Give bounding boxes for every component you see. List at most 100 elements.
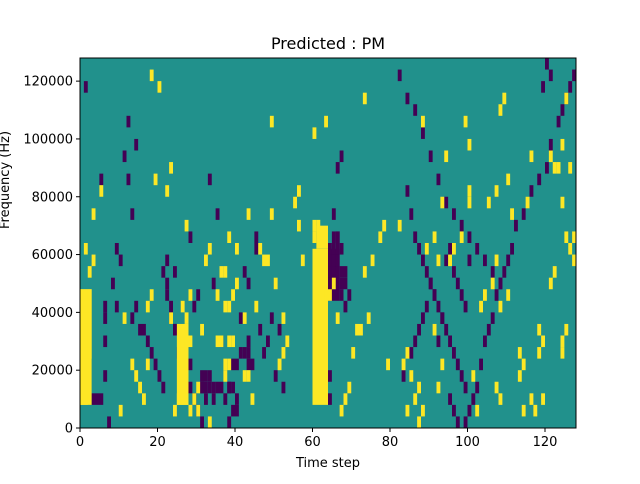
heatmap-cell-low <box>459 289 464 301</box>
heatmap-cell-low <box>215 381 220 394</box>
heatmap-block-high <box>316 225 328 249</box>
heatmap-cell-high <box>300 254 305 267</box>
heatmap-cell-high <box>200 323 204 336</box>
heatmap-cell-high <box>572 254 576 267</box>
heatmap-cell-low <box>506 254 511 267</box>
heatmap-cell-low <box>246 277 251 290</box>
heatmap-cell-high <box>421 404 425 417</box>
x-tick-label: 40 <box>227 435 244 450</box>
heatmap-cell-high <box>312 231 317 243</box>
heatmap-cell-high <box>285 335 290 348</box>
heatmap-cell-low <box>196 289 201 301</box>
heatmap-cell-low <box>444 254 449 267</box>
heatmap-cell-high <box>196 404 201 417</box>
heatmap-cell-high <box>83 289 88 301</box>
heatmap-cell-low <box>483 335 487 348</box>
heatmap-cell-low <box>455 358 460 371</box>
y-tick-label: 80000 <box>32 190 73 205</box>
heatmap-cell-low <box>83 81 88 93</box>
heatmap-cell-low <box>231 358 235 371</box>
heatmap-cell-high <box>266 254 270 267</box>
heatmap-cell-low <box>262 347 266 359</box>
heatmap-cell-low <box>339 289 344 301</box>
heatmap-cell-low <box>335 162 340 174</box>
heatmap-cell-low <box>134 300 139 313</box>
heatmap-cell-high <box>312 219 317 232</box>
heatmap-cell-high <box>335 312 340 324</box>
heatmap-cell-high <box>235 243 239 255</box>
heatmap-cell-low <box>114 300 119 313</box>
heatmap-cell-low <box>331 231 336 243</box>
heatmap-cell-low <box>475 243 480 255</box>
heatmap-block-high <box>312 248 328 405</box>
heatmap-cell-low <box>103 312 108 324</box>
heatmap-cell-high <box>188 335 193 348</box>
heatmap-cell-high <box>351 347 356 359</box>
heatmap-cell-high <box>401 358 406 371</box>
heatmap-cell-high <box>506 289 511 301</box>
heatmap-cell-low <box>475 381 480 394</box>
plot-area <box>80 58 576 428</box>
heatmap-cell-high <box>142 393 146 405</box>
x-tick-label: 80 <box>382 435 399 450</box>
heatmap-cell-low <box>219 381 224 394</box>
heatmap-cell-high <box>165 185 170 197</box>
heatmap-cell-high <box>293 196 297 209</box>
heatmap-cell-low <box>452 347 456 359</box>
heatmap-cell-high <box>83 300 88 313</box>
heatmap-cell-low <box>328 393 332 405</box>
heatmap-cell-low <box>502 266 507 278</box>
heatmap-cell-high <box>521 404 526 417</box>
heatmap-cell-high <box>180 381 185 394</box>
heatmap-cell-low <box>266 335 270 348</box>
heatmap-cell-high <box>405 404 410 417</box>
heatmap-cell-high <box>324 115 328 128</box>
heatmap-cell-low <box>397 69 402 82</box>
heatmap-cell-high <box>459 231 464 243</box>
heatmap-cell-low <box>204 370 208 382</box>
heatmap-block-low <box>91 393 104 405</box>
heatmap-cell-high <box>564 92 569 105</box>
heatmap-cell-high <box>370 254 375 267</box>
heatmap-cell-low <box>343 300 348 313</box>
heatmap-cell-high <box>130 358 135 371</box>
heatmap-cell-low <box>339 243 344 255</box>
heatmap-cell-high <box>87 289 92 301</box>
heatmap-cell-high <box>486 196 491 209</box>
x-axis-label: Time step <box>295 456 360 471</box>
heatmap-cell-high <box>180 358 185 371</box>
heatmap-cell-low <box>138 323 142 336</box>
x-tick-label: 100 <box>455 435 480 450</box>
heatmap-cell-high <box>359 323 363 336</box>
heatmap-cell-low <box>161 381 166 394</box>
heatmap-cell-low <box>99 173 104 186</box>
heatmap-cell-high <box>517 347 522 359</box>
heatmap-cell-low <box>200 381 204 394</box>
y-tick-label: 100000 <box>23 132 73 147</box>
heatmap-cell-low <box>204 393 208 405</box>
heatmap-cell-low <box>335 231 340 243</box>
heatmap-cell-low <box>165 277 170 290</box>
heatmap-cell-high <box>87 300 92 313</box>
heatmap-cell-high <box>180 393 185 405</box>
heatmap-cell-low <box>452 404 456 417</box>
heatmap-cell-low <box>541 81 545 93</box>
heatmap-cell-high <box>475 404 480 417</box>
heatmap-cell-high <box>246 208 251 220</box>
heatmap-cell-high <box>564 323 569 336</box>
heatmap-cell-low <box>494 289 499 301</box>
heatmap-cell-low <box>126 115 131 128</box>
heatmap-cell-low <box>281 381 286 394</box>
heatmap-cell-high <box>467 185 472 197</box>
heatmap-cell-high <box>498 300 503 313</box>
heatmap-cell-low <box>331 254 336 267</box>
heatmap-cell-low <box>548 69 553 82</box>
heatmap-cell-low <box>335 243 340 255</box>
heatmap-cell-low <box>405 92 410 105</box>
heatmap-cell-high <box>184 219 189 232</box>
heatmap-cell-high <box>223 358 228 371</box>
heatmap-cell-low <box>215 208 220 220</box>
heatmap-cell-high <box>409 370 414 382</box>
heatmap-cell-low <box>254 231 259 243</box>
